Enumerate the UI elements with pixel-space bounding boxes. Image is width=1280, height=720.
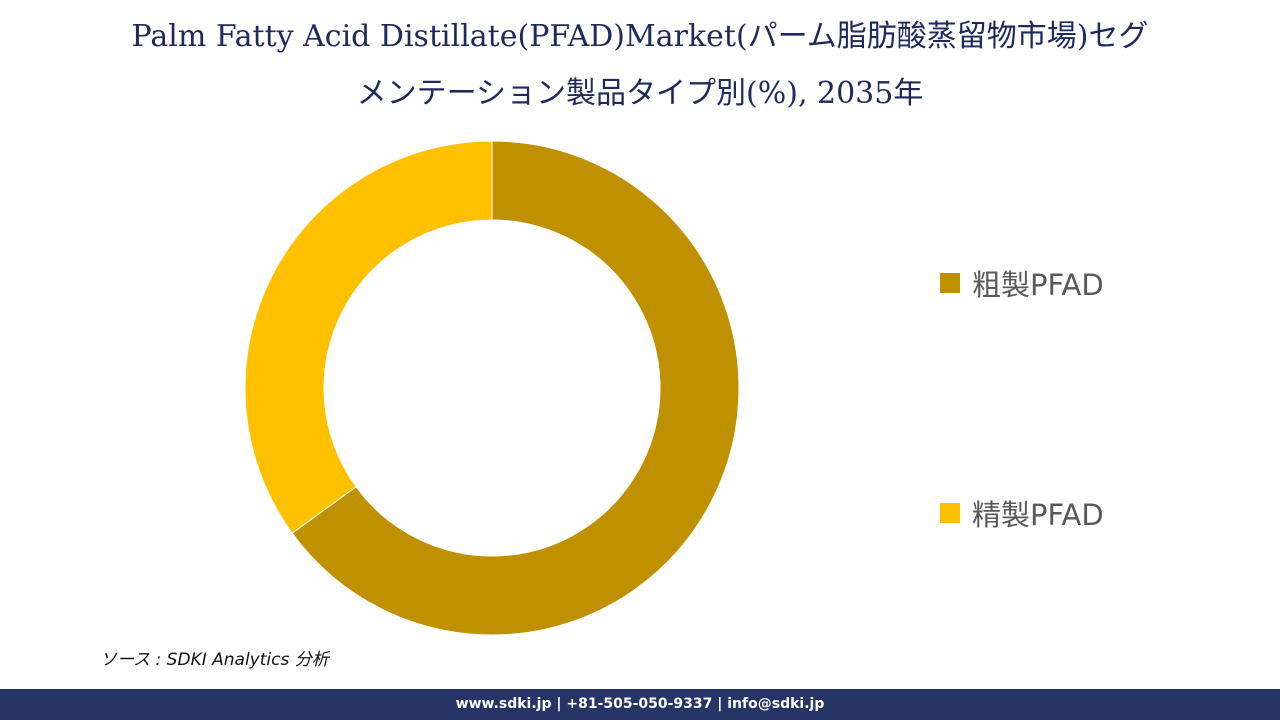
source-note: ソース : SDKI Analytics 分析: [100, 650, 329, 670]
footer-contact: www.sdki.jp | +81-505-050-9337 | info@sd…: [455, 696, 825, 712]
legend-item-crude-pfad: 粗製PFAD: [940, 262, 1104, 304]
donut-chart: [244, 140, 740, 636]
legend-swatch-refined-pfad: [940, 503, 960, 523]
footer-bar: www.sdki.jp | +81-505-050-9337 | info@sd…: [0, 689, 1280, 720]
legend-swatch-crude-pfad: [940, 273, 960, 293]
chart-title-line-2: メンテーション製品タイプ別(%), 2035年: [356, 76, 924, 111]
legend-label-crude-pfad: 粗製PFAD: [972, 268, 1104, 302]
chart-title: Palm Fatty Acid Distillate(PFAD)Market(パ…: [0, 8, 1280, 122]
donut-slice-crude-pfad: [291, 140, 740, 636]
legend-label-refined-pfad: 精製PFAD: [972, 498, 1104, 532]
legend-item-refined-pfad: 精製PFAD: [940, 492, 1104, 534]
chart-title-line-1: Palm Fatty Acid Distillate(PFAD)Market(パ…: [131, 19, 1149, 54]
donut-slice-refined-pfad: [244, 140, 493, 534]
